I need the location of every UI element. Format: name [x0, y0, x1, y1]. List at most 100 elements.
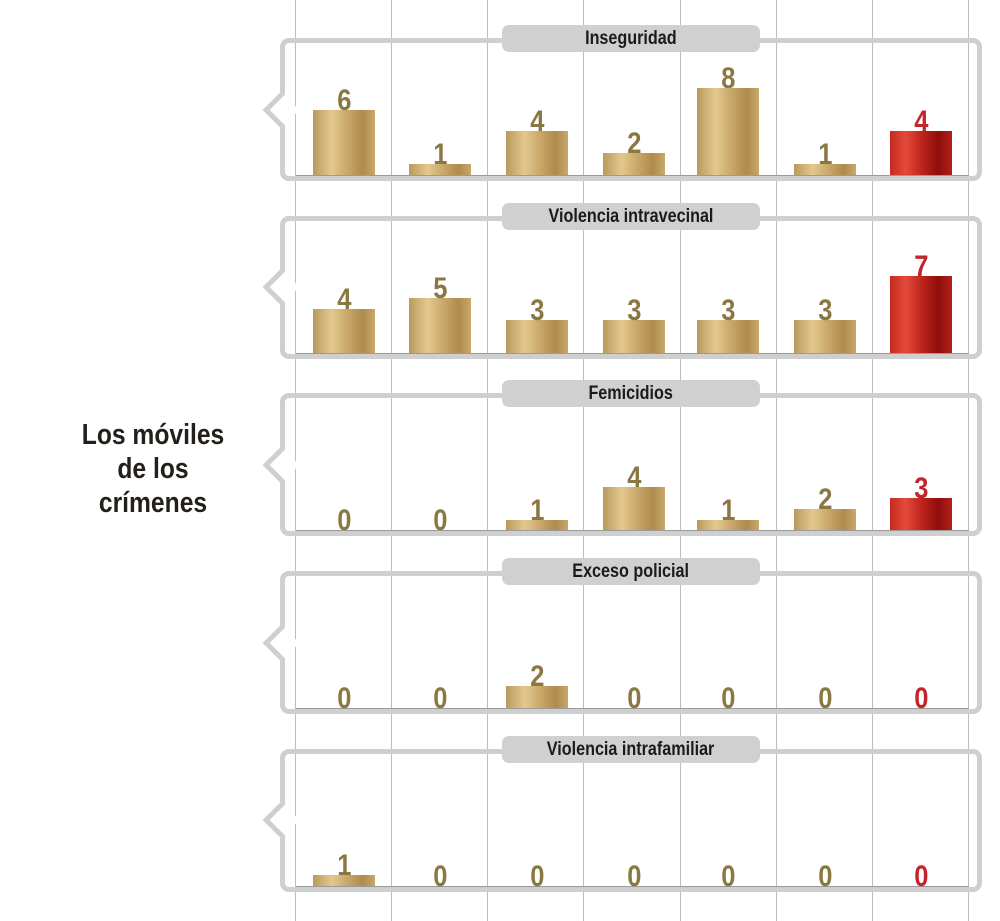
panel-title-text: Inseguridad [585, 28, 677, 49]
bar [794, 508, 856, 531]
panel-pointer [262, 268, 300, 306]
data-label: 8 [697, 63, 759, 94]
data-label-text: 1 [432, 138, 448, 172]
bar [409, 164, 471, 175]
data-label-text: 0 [720, 859, 736, 893]
data-label-text: 0 [432, 859, 448, 893]
data-label-text: 1 [720, 493, 736, 527]
data-label: 3 [603, 296, 665, 326]
data-label-text: 0 [913, 682, 929, 716]
panel-title-text: Femicidios [588, 383, 674, 405]
gridline [487, 0, 488, 921]
panel-baseline [296, 530, 969, 532]
data-label-text: 0 [817, 859, 833, 893]
data-label: 3 [794, 296, 856, 326]
bar [409, 298, 471, 353]
gridline [872, 0, 873, 921]
data-label-text: 0 [432, 682, 448, 716]
data-label-text: 2 [626, 127, 642, 161]
gridline [583, 0, 584, 921]
data-label: 0 [890, 859, 952, 893]
data-label-text: 3 [913, 471, 929, 505]
panel-baseline [296, 175, 969, 176]
bar [794, 164, 856, 175]
data-label: 3 [890, 471, 952, 505]
bar [697, 87, 759, 175]
data-label-text: 0 [432, 504, 448, 538]
data-label: 4 [603, 462, 665, 493]
data-label: 1 [506, 493, 568, 527]
bar [506, 131, 568, 175]
panel-title-text: Violencia intrafamiliar [547, 738, 715, 760]
data-label-text: 0 [336, 682, 352, 716]
data-label: 0 [409, 506, 471, 536]
data-label-text: 0 [529, 859, 545, 893]
data-label: 2 [506, 662, 568, 692]
data-label: 6 [313, 83, 375, 117]
data-label-text: 3 [720, 294, 736, 327]
data-label-text: 4 [913, 105, 929, 139]
bar [603, 153, 665, 175]
bar [890, 276, 952, 353]
data-label: 1 [794, 140, 856, 170]
gridline [391, 0, 392, 921]
data-label: 0 [603, 859, 665, 893]
data-label-text: 3 [529, 294, 545, 327]
data-label: 1 [697, 493, 759, 527]
data-label: 1 [409, 140, 471, 170]
data-label: 0 [409, 684, 471, 714]
chart-title: Los móviles de los crímenes [50, 418, 256, 520]
panel-title: Violencia intravecinal [502, 202, 760, 230]
data-label-text: 0 [626, 682, 642, 716]
data-label: 0 [794, 684, 856, 714]
data-label-text: 3 [817, 294, 833, 327]
panel-title: Inseguridad [502, 25, 760, 52]
panel-title-text: Exceso policial [572, 561, 690, 583]
panel-baseline [296, 352, 969, 354]
panel-baseline [296, 885, 969, 887]
data-label: 5 [409, 274, 471, 304]
data-label-text: 1 [336, 848, 352, 882]
gridline [680, 0, 681, 921]
data-label: 7 [890, 252, 952, 282]
panel-title-text: Violencia intravecinal [548, 205, 714, 227]
data-label-text: 6 [336, 83, 352, 117]
data-label-text: 0 [626, 859, 642, 893]
bar [890, 497, 952, 531]
data-label: 4 [506, 107, 568, 137]
data-label: 2 [603, 129, 665, 159]
data-label-text: 5 [432, 272, 448, 306]
data-label: 0 [313, 506, 375, 536]
data-label-text: 0 [720, 682, 736, 716]
data-label-text: 2 [529, 660, 545, 694]
panel-pointer [262, 624, 300, 661]
bar [506, 686, 568, 709]
bar [313, 109, 375, 175]
data-label: 0 [409, 859, 471, 893]
panel-title: Violencia intrafamiliar [502, 735, 760, 763]
data-label-text: 0 [336, 504, 352, 538]
panel-title: Exceso policial [502, 558, 760, 586]
panel-baseline [296, 708, 969, 710]
bar [603, 320, 665, 353]
bar [890, 131, 952, 175]
data-label: 0 [794, 859, 856, 893]
chart-title-text: Los móviles de los crímenes [81, 419, 225, 519]
data-label: 0 [506, 859, 568, 893]
data-label-text: 4 [336, 283, 352, 317]
data-label-text: 1 [529, 493, 545, 527]
bar [506, 320, 568, 353]
data-label: 0 [697, 684, 759, 714]
panel-pointer [262, 801, 300, 839]
data-label: 4 [890, 107, 952, 137]
data-label-text: 0 [913, 859, 929, 893]
bar [506, 519, 568, 531]
data-label: 4 [313, 285, 375, 315]
data-label: 0 [313, 684, 375, 714]
bar [697, 320, 759, 353]
data-label-text: 4 [529, 105, 545, 139]
panel-pointer [262, 446, 300, 484]
panel-pointer [262, 91, 300, 128]
data-label: 3 [506, 296, 568, 326]
